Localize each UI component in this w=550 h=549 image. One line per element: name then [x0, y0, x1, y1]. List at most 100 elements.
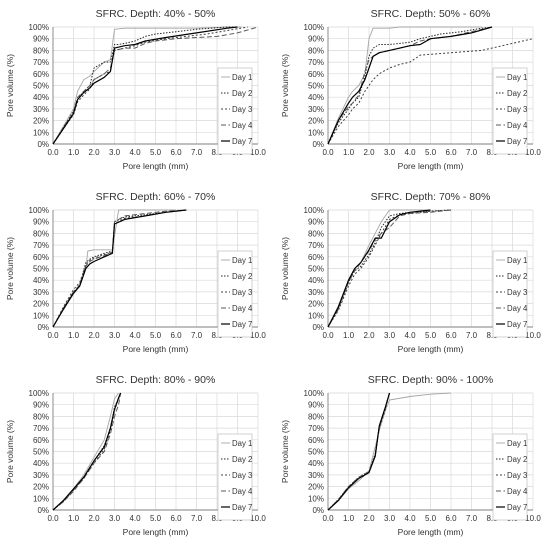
- x-tick-label: 5.0: [425, 331, 437, 340]
- series-line-day-2: [327, 26, 493, 145]
- y-tick-label: 10%: [33, 311, 49, 320]
- x-tick-label: 3.0: [109, 148, 121, 157]
- y-tick-label: 10%: [308, 494, 324, 503]
- series-line-day-3: [327, 38, 534, 145]
- chart-svg: SFRC. Depth: 80% - 90% 0% 10% 20% 30% 40% 50% 6…: [5, 374, 266, 537]
- y-tick-label: 60%: [33, 436, 49, 445]
- y-axis-title: Pore volume (%): [5, 237, 15, 300]
- x-tick-label: 5.0: [425, 514, 437, 523]
- y-tick-label: 50%: [308, 448, 324, 457]
- x-tick-label: 8.0: [486, 331, 498, 340]
- y-tick-label: 70%: [308, 241, 324, 250]
- series-line-day-1: [327, 26, 482, 145]
- y-tick-label: 50%: [308, 265, 324, 274]
- series-line-day-3: [52, 26, 248, 145]
- x-tick-label: 0.0: [47, 331, 59, 340]
- chart-svg: SFRC. Depth: 60% - 70% 0% 10% 20% 30% 40% 50% 6…: [5, 191, 266, 354]
- y-tick-label: 80%: [33, 46, 49, 55]
- y-tick-label: 10%: [33, 128, 49, 137]
- y-tick-label: 80%: [308, 412, 324, 421]
- x-tick-label: 10.0: [525, 331, 541, 340]
- y-tick-label: 20%: [308, 117, 324, 126]
- y-tick-label: 20%: [33, 300, 49, 309]
- legend-label: Day 1: [507, 73, 527, 82]
- legend-box: [217, 433, 253, 521]
- y-tick-label: 40%: [308, 93, 324, 102]
- x-tick-label: 0.0: [47, 514, 59, 523]
- series-line-day-3: [52, 209, 187, 328]
- x-tick-label: 7.0: [191, 331, 203, 340]
- x-tick-label: 1.0: [68, 148, 80, 157]
- y-tick-label: 10%: [33, 494, 49, 503]
- legend-label: Day 3: [232, 471, 252, 480]
- y-tick-label: 30%: [308, 471, 324, 480]
- x-tick-label: 8.0: [486, 148, 498, 157]
- x-tick-label: 3.0: [109, 331, 121, 340]
- x-tick-label: 6.0: [445, 331, 457, 340]
- y-tick-label: 80%: [308, 229, 324, 238]
- x-tick-label: 3.0: [384, 148, 396, 157]
- y-tick-label: 0%: [312, 140, 324, 149]
- legend-label: Day 3: [232, 288, 252, 297]
- series-line-day-7: [327, 392, 391, 511]
- chart-title: SFRC. Depth: 70% - 80%: [371, 191, 491, 203]
- y-axis-title: Pore volume (%): [280, 237, 290, 300]
- x-tick-label: 2.0: [363, 331, 375, 340]
- series-line-day-7: [52, 209, 187, 328]
- y-tick-label: 90%: [308, 35, 324, 44]
- x-axis-title: Pore length (mm): [398, 344, 464, 354]
- x-tick-label: 6.0: [445, 148, 457, 157]
- y-tick-label: 80%: [33, 412, 49, 421]
- x-tick-label: 5.0: [150, 331, 162, 340]
- chart-panel-depth-60-70: SFRC. Depth: 60% - 70% 0% 10% 20% 30% 40% 50% 6…: [0, 183, 275, 366]
- x-tick-label: 0.0: [322, 148, 334, 157]
- legend-box: [492, 433, 528, 521]
- series-line-day-7: [52, 26, 238, 145]
- x-axis-title: Pore length (mm): [123, 161, 189, 171]
- legend-label: Day 2: [232, 455, 252, 464]
- y-axis-title: Pore volume (%): [5, 420, 15, 483]
- x-tick-label: 7.0: [466, 331, 478, 340]
- x-tick-label: 7.0: [191, 514, 203, 523]
- y-tick-label: 30%: [308, 288, 324, 297]
- legend-label: Day 3: [507, 288, 527, 297]
- y-tick-label: 100%: [304, 23, 324, 32]
- chart-title: SFRC. Depth: 90% - 100%: [368, 374, 493, 386]
- series-line-day-4: [52, 392, 122, 511]
- chart-title: SFRC. Depth: 80% - 90%: [96, 374, 216, 386]
- y-tick-label: 30%: [308, 105, 324, 114]
- y-tick-label: 100%: [304, 389, 324, 398]
- legend-label: Day 4: [232, 487, 253, 496]
- y-tick-label: 60%: [308, 436, 324, 445]
- x-tick-label: 2.0: [363, 148, 375, 157]
- x-tick-label: 6.0: [170, 148, 182, 157]
- y-tick-label: 20%: [33, 117, 49, 126]
- y-tick-label: 90%: [33, 218, 49, 227]
- legend-label: Day 7: [232, 137, 252, 146]
- y-tick-label: 90%: [33, 35, 49, 44]
- legend-label: Day 1: [232, 256, 252, 265]
- chart-panel-depth-40-50: SFRC. Depth: 40% - 50% 0% 10% 20% 30% 40% 50% 6…: [0, 0, 275, 183]
- y-tick-label: 40%: [33, 459, 49, 468]
- chart-title: SFRC. Depth: 40% - 50%: [96, 8, 216, 20]
- x-tick-label: 5.0: [150, 514, 162, 523]
- chart-panel-depth-90-100: SFRC. Depth: 90% - 100% 0% 10% 20% 30% 40% 50%…: [275, 366, 550, 549]
- chart-title: SFRC. Depth: 60% - 70%: [96, 191, 216, 203]
- y-tick-label: 90%: [33, 401, 49, 410]
- legend-label: Day 2: [507, 89, 527, 98]
- y-tick-label: 50%: [33, 265, 49, 274]
- x-tick-label: 3.0: [384, 514, 396, 523]
- y-axis-title: Pore volume (%): [280, 420, 290, 483]
- legend-label: Day 7: [232, 320, 252, 329]
- legend-label: Day 7: [507, 137, 527, 146]
- legend-label: Day 3: [507, 105, 527, 114]
- series-line-day-7: [52, 392, 122, 511]
- x-tick-label: 7.0: [466, 148, 478, 157]
- x-tick-label: 10.0: [250, 331, 266, 340]
- x-tick-label: 5.0: [425, 148, 437, 157]
- chart-svg: SFRC. Depth: 50% - 60% 0% 10% 20% 30% 40% 50% 6…: [280, 8, 541, 171]
- y-tick-label: 10%: [308, 128, 324, 137]
- y-tick-label: 20%: [33, 483, 49, 492]
- legend-label: Day 3: [232, 105, 252, 114]
- x-tick-label: 4.0: [129, 148, 141, 157]
